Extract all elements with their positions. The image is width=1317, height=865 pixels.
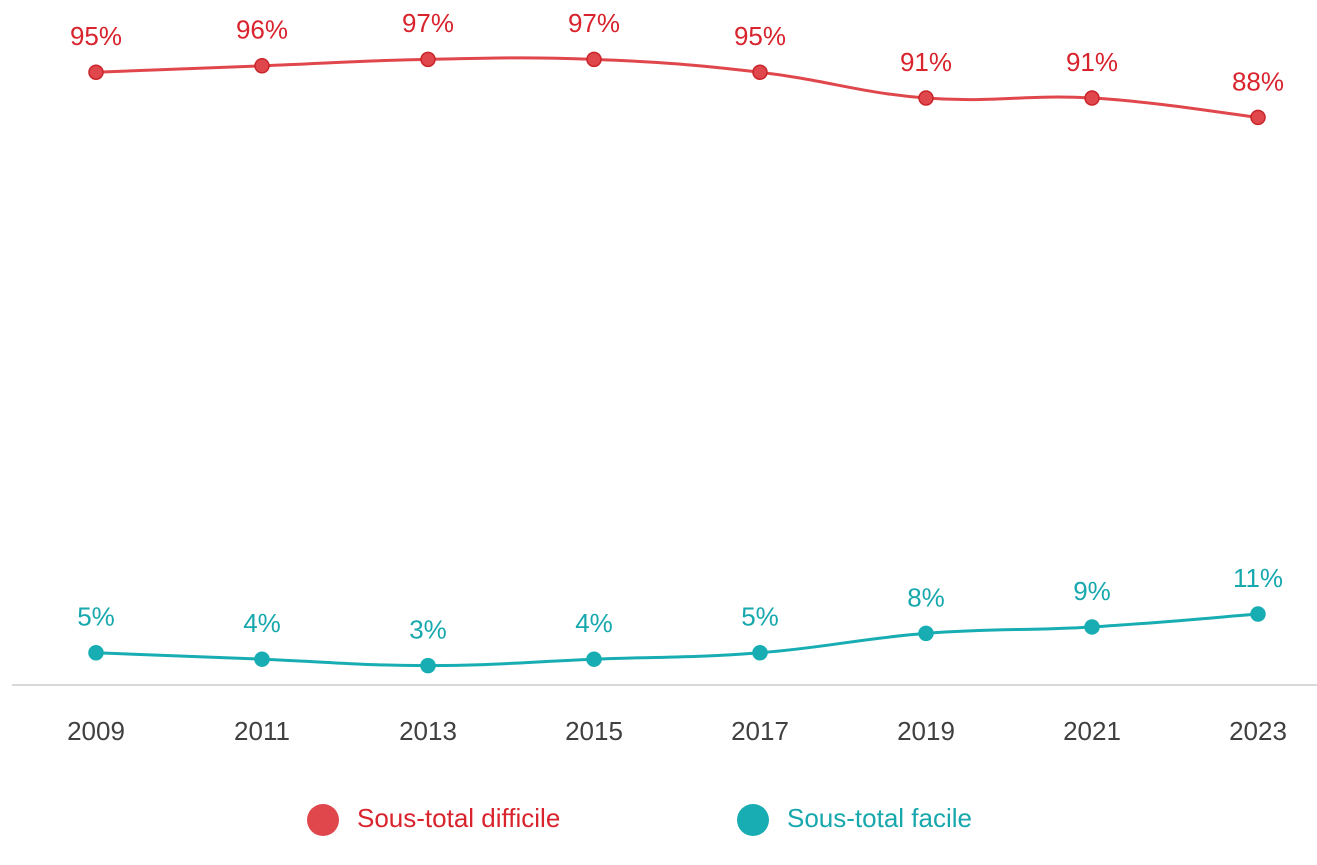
data-point	[918, 625, 934, 642]
data-point	[586, 651, 602, 667]
data-point	[752, 64, 768, 80]
data-label: 9%	[1073, 576, 1111, 606]
data-label: 91%	[900, 47, 952, 77]
data-label: 3%	[409, 615, 447, 645]
data-point	[420, 657, 436, 674]
x-tick-label: 2019	[897, 716, 955, 746]
legend-swatch	[737, 804, 769, 836]
data-label: 5%	[77, 602, 115, 632]
data-point	[1084, 90, 1100, 106]
data-label: 91%	[1066, 47, 1118, 77]
data-point	[752, 645, 768, 661]
data-label: 8%	[907, 582, 945, 612]
data-point	[254, 58, 270, 74]
x-tick-label: 2011	[234, 716, 290, 746]
data-point	[918, 90, 934, 106]
data-label: 4%	[575, 608, 613, 638]
legend-label: Sous-total difficile	[357, 803, 560, 833]
x-tick-label: 2015	[565, 716, 623, 746]
data-label: 5%	[741, 602, 779, 632]
data-label: 88%	[1232, 66, 1284, 96]
data-label: 4%	[243, 608, 281, 638]
legend-swatch	[307, 804, 339, 836]
data-label: 96%	[236, 15, 288, 45]
data-point	[586, 51, 602, 68]
x-tick-label: 2021	[1063, 716, 1121, 746]
x-tick-label: 2013	[399, 716, 457, 746]
data-point	[1084, 619, 1100, 635]
data-label: 11%	[1233, 563, 1283, 593]
data-label: 97%	[568, 8, 620, 38]
data-point	[1250, 606, 1266, 622]
data-label: 95%	[734, 21, 786, 51]
x-tick-label: 2009	[67, 716, 125, 746]
data-point	[254, 651, 270, 667]
x-tick-label: 2023	[1229, 716, 1287, 746]
data-label: 95%	[70, 21, 122, 51]
series-line	[95, 56, 1259, 119]
legend-label: Sous-total facile	[787, 803, 972, 833]
data-point	[420, 51, 436, 68]
data-point	[88, 64, 104, 80]
data-point	[88, 645, 104, 661]
data-point	[1250, 109, 1266, 126]
data-label: 97%	[402, 8, 454, 38]
x-tick-label: 2017	[731, 716, 789, 746]
series-line	[95, 612, 1259, 668]
